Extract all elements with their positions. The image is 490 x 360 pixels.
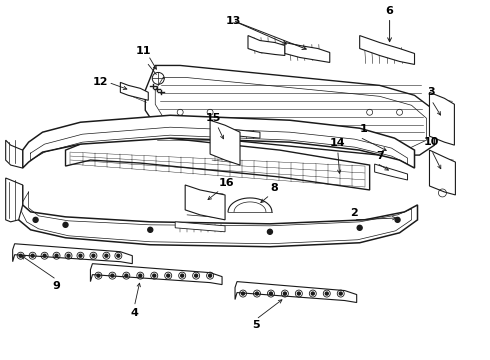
Text: 1: 1 xyxy=(360,124,368,134)
Circle shape xyxy=(167,274,170,277)
Circle shape xyxy=(139,274,142,277)
Text: 14: 14 xyxy=(330,138,345,148)
Circle shape xyxy=(79,254,82,257)
Polygon shape xyxy=(6,178,23,222)
Circle shape xyxy=(268,229,272,234)
Circle shape xyxy=(395,217,400,222)
Text: 13: 13 xyxy=(225,15,241,26)
Circle shape xyxy=(67,254,70,257)
Polygon shape xyxy=(285,42,330,62)
Polygon shape xyxy=(248,36,285,55)
Circle shape xyxy=(33,217,38,222)
Polygon shape xyxy=(360,36,415,64)
Polygon shape xyxy=(175,222,225,232)
Text: 9: 9 xyxy=(52,280,60,291)
Circle shape xyxy=(357,225,362,230)
Polygon shape xyxy=(235,282,357,302)
Polygon shape xyxy=(15,185,417,247)
Circle shape xyxy=(111,274,114,277)
Circle shape xyxy=(148,227,153,232)
Circle shape xyxy=(63,222,68,227)
Text: 12: 12 xyxy=(93,77,108,87)
Text: 7: 7 xyxy=(377,151,385,161)
Circle shape xyxy=(31,254,34,257)
Polygon shape xyxy=(23,115,415,168)
Circle shape xyxy=(195,274,197,277)
Text: 10: 10 xyxy=(424,137,439,147)
Polygon shape xyxy=(429,92,454,145)
Polygon shape xyxy=(145,66,435,155)
Circle shape xyxy=(55,254,58,257)
Polygon shape xyxy=(210,120,240,165)
Circle shape xyxy=(117,254,120,257)
Circle shape xyxy=(43,254,46,257)
Circle shape xyxy=(92,254,95,257)
Circle shape xyxy=(255,292,258,295)
Polygon shape xyxy=(6,140,23,168)
Circle shape xyxy=(19,254,22,257)
Text: 16: 16 xyxy=(218,178,234,188)
Circle shape xyxy=(311,292,314,295)
Text: 4: 4 xyxy=(130,309,138,319)
Circle shape xyxy=(242,292,245,295)
Circle shape xyxy=(209,274,212,277)
Text: 5: 5 xyxy=(252,320,260,330)
Circle shape xyxy=(97,274,100,277)
Polygon shape xyxy=(220,128,260,138)
Circle shape xyxy=(270,292,272,295)
Circle shape xyxy=(297,292,300,295)
Circle shape xyxy=(181,274,184,277)
Text: 11: 11 xyxy=(136,45,151,55)
Polygon shape xyxy=(121,82,148,100)
Text: 6: 6 xyxy=(386,6,393,15)
Circle shape xyxy=(153,274,156,277)
Text: 2: 2 xyxy=(350,208,358,218)
Text: 15: 15 xyxy=(205,113,221,123)
Circle shape xyxy=(125,274,128,277)
Text: 3: 3 xyxy=(428,87,435,97)
Polygon shape xyxy=(13,244,132,264)
Circle shape xyxy=(325,292,328,295)
Polygon shape xyxy=(91,264,222,285)
Polygon shape xyxy=(185,185,225,220)
Text: 8: 8 xyxy=(270,183,278,193)
Circle shape xyxy=(105,254,108,257)
Polygon shape xyxy=(429,150,455,195)
Circle shape xyxy=(283,292,286,295)
Circle shape xyxy=(339,292,342,295)
Polygon shape xyxy=(66,135,369,190)
Polygon shape xyxy=(375,164,408,180)
